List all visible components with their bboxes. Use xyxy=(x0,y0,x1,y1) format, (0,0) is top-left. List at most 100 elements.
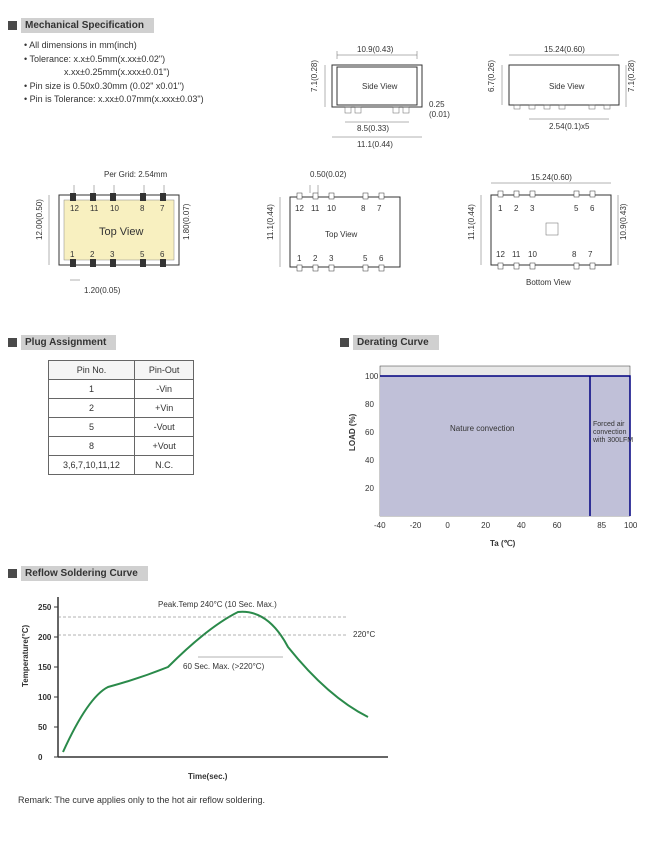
svg-text:2: 2 xyxy=(313,254,318,263)
svg-text:100: 100 xyxy=(38,693,52,702)
dim-label: (0.01) xyxy=(429,110,450,119)
svg-text:7: 7 xyxy=(160,204,165,213)
svg-text:100: 100 xyxy=(365,372,379,381)
header-title: Reflow Soldering Curve xyxy=(21,566,148,581)
dim-label: 11.1(0.44) xyxy=(357,140,393,149)
svg-text:60: 60 xyxy=(553,521,562,530)
peak-label: Peak.Temp 240°C (10 Sec. Max.) xyxy=(158,600,277,609)
dim-label: 10.9(0.43) xyxy=(357,45,394,54)
section-header-reflow: Reflow Soldering Curve xyxy=(8,566,662,581)
table-cell: 2 xyxy=(49,398,135,417)
view-label: Top View xyxy=(99,226,143,238)
table-cell: 5 xyxy=(49,417,135,436)
svg-text:5: 5 xyxy=(574,204,579,213)
axis-label: Ta (℃) xyxy=(490,539,516,548)
svg-text:11: 11 xyxy=(90,204,99,213)
svg-text:-40: -40 xyxy=(374,521,386,530)
region-label: convection xyxy=(593,429,627,436)
axis-label: LOAD (%) xyxy=(348,413,357,451)
svg-text:10: 10 xyxy=(110,204,119,213)
plug-table: Pin No.Pin-Out 1-Vin 2+Vin 5-Vout 8+Vout… xyxy=(48,360,194,475)
svg-text:8: 8 xyxy=(361,204,366,213)
side-views-row: 10.9(0.43) Side View 7.1(0.28) 0.25 (0.0… xyxy=(288,37,662,157)
table-header: Pin No. xyxy=(49,360,135,379)
duration-label: 60 Sec. Max. (>220°C) xyxy=(183,662,265,671)
dim-label: 1.20(0.05) xyxy=(84,286,121,295)
svg-text:40: 40 xyxy=(365,456,374,465)
table-cell: 1 xyxy=(49,379,135,398)
header-square xyxy=(8,21,17,30)
dim-label: 11.1(0.44) xyxy=(266,203,275,239)
axis-label: Time(sec.) xyxy=(188,772,228,781)
header-title: Plug Assignment xyxy=(21,335,116,350)
svg-text:11: 11 xyxy=(311,204,320,213)
top-view-1-diagram: Per Grid: 2.54mm Top View 1211121038576 … xyxy=(24,165,224,315)
derating-chart: LOAD (%) 20406080100-40-20020406085100 N… xyxy=(340,356,640,556)
dim-label: 7.1(0.28) xyxy=(310,59,319,91)
svg-text:5: 5 xyxy=(140,250,145,259)
svg-text:7: 7 xyxy=(588,250,593,259)
svg-text:11: 11 xyxy=(512,250,521,259)
dim-label: 15.24(0.60) xyxy=(544,45,585,54)
section-header-plug: Plug Assignment xyxy=(8,335,330,350)
table-cell: 8 xyxy=(49,436,135,455)
remark-text: Remark: The curve applies only to the ho… xyxy=(18,795,662,805)
view-label: Top View xyxy=(325,230,358,239)
svg-text:8: 8 xyxy=(572,250,577,259)
svg-text:150: 150 xyxy=(38,663,52,672)
svg-text:12: 12 xyxy=(70,204,79,213)
dim-label: 0.25 xyxy=(429,100,445,109)
svg-text:7: 7 xyxy=(377,204,382,213)
svg-text:20: 20 xyxy=(481,521,490,530)
region-label: with 300LFM xyxy=(592,437,633,444)
svg-text:0: 0 xyxy=(445,521,450,530)
svg-text:5: 5 xyxy=(363,254,368,263)
side-view-2-diagram: 15.24(0.60) Side View 6.7(0.26) 7.1(0.28… xyxy=(474,37,654,157)
svg-text:3: 3 xyxy=(110,250,115,259)
svg-text:1: 1 xyxy=(297,254,302,263)
svg-text:8: 8 xyxy=(140,204,145,213)
derating-column: Derating Curve LOAD (%) 20406080100-40-2… xyxy=(340,325,662,556)
dim-label: 0.50(0.02) xyxy=(310,170,347,179)
header-title: Mechanical Specification xyxy=(21,18,154,33)
svg-text:40: 40 xyxy=(517,521,526,530)
svg-text:2: 2 xyxy=(90,250,95,259)
svg-text:10: 10 xyxy=(327,204,336,213)
dim-label: 11.1(0.44) xyxy=(467,203,476,239)
dim-label: 6.7(0.26) xyxy=(487,59,496,91)
dim-label: 12.00(0.50) xyxy=(35,198,44,239)
header-square xyxy=(340,338,349,347)
svg-text:60: 60 xyxy=(365,428,374,437)
svg-text:6: 6 xyxy=(160,250,165,259)
header-square xyxy=(8,338,17,347)
dim-label: 1.80(0.07) xyxy=(182,203,191,240)
svg-text:12: 12 xyxy=(496,250,505,259)
table-cell: -Vin xyxy=(134,379,194,398)
svg-text:1: 1 xyxy=(70,250,75,259)
svg-text:3: 3 xyxy=(530,204,535,213)
svg-text:12: 12 xyxy=(295,204,304,213)
dim-label: 15.24(0.60) xyxy=(531,173,572,182)
bottom-view-diagram: 15.24(0.60) 1122113105867 11.1(0.44) 10.… xyxy=(456,165,646,315)
section-header-derating: Derating Curve xyxy=(340,335,662,350)
svg-text:1: 1 xyxy=(498,204,503,213)
svg-text:3: 3 xyxy=(329,254,334,263)
line-label: 220°C xyxy=(353,630,376,639)
svg-text:-20: -20 xyxy=(410,521,422,530)
dim-label: 10.9(0.43) xyxy=(619,203,628,240)
region-label: Forced air xyxy=(593,421,625,428)
svg-text:20: 20 xyxy=(365,484,374,493)
svg-text:2: 2 xyxy=(514,204,519,213)
view-label: Side View xyxy=(549,82,585,91)
svg-text:100: 100 xyxy=(624,521,638,530)
header-title: Derating Curve xyxy=(353,335,439,350)
svg-text:50: 50 xyxy=(38,723,47,732)
svg-text:250: 250 xyxy=(38,603,52,612)
table-cell: -Vout xyxy=(134,417,194,436)
svg-text:0: 0 xyxy=(38,753,43,762)
dim-label: 2.54(0.1)x5 xyxy=(549,122,590,131)
top-views-row: Per Grid: 2.54mm Top View 1211121038576 … xyxy=(8,165,662,315)
dim-label: 8.5(0.33) xyxy=(357,124,389,133)
view-label: Bottom View xyxy=(526,278,571,287)
table-cell: +Vout xyxy=(134,436,194,455)
